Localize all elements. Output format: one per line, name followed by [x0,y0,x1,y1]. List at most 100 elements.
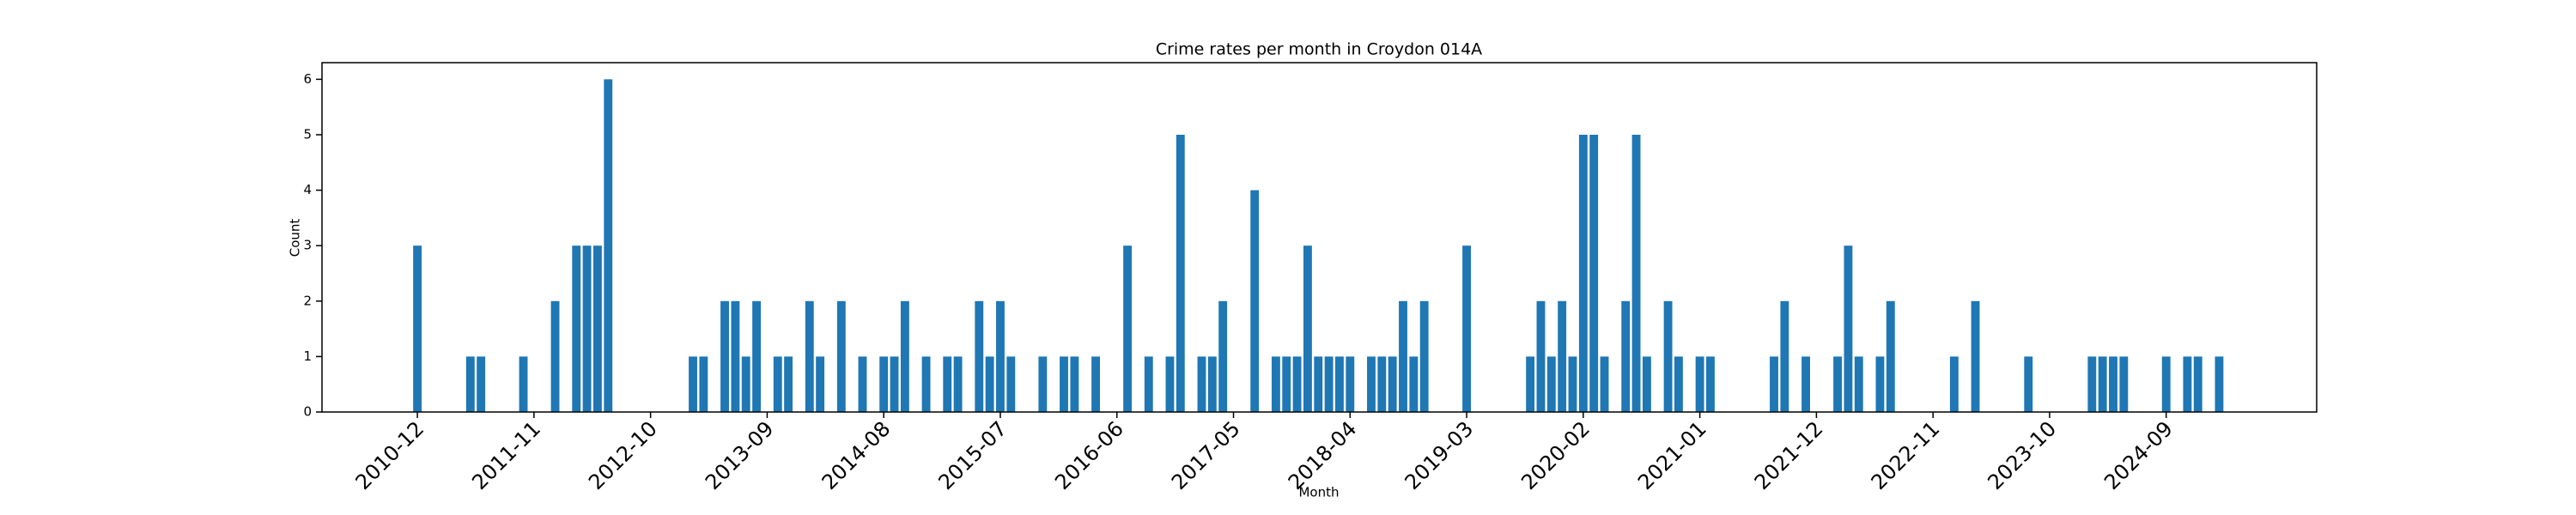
x-tick-label: 2012-10 [584,416,662,494]
y-tick-label: 2 [303,293,312,308]
bar [1780,300,1789,412]
bar [741,356,750,412]
bar [900,300,909,412]
bar [1600,356,1609,412]
bar [2119,356,2129,412]
plot-frame [321,62,2318,413]
bar [2161,356,2171,412]
bar [1706,356,1715,412]
y-tick-label: 0 [303,404,312,420]
bar [2087,356,2097,412]
bar [879,356,889,412]
bar [752,300,762,412]
bar [890,356,899,412]
x-tick-label: 2010-12 [351,416,429,494]
x-tick-label: 2011-11 [467,416,545,494]
bar [1271,356,1280,412]
bar [1346,356,1355,412]
x-tick-label: 2021-12 [1750,416,1828,494]
bar [1197,356,1206,412]
bar [975,300,984,412]
bar [805,300,814,412]
bar [1282,356,1291,412]
y-tick-label: 1 [303,348,312,364]
bar [1578,134,1588,412]
bar [1642,356,1651,412]
bar [1949,356,1959,412]
bar [1165,356,1175,412]
bar [1250,190,1260,413]
x-tick-label: 2019-03 [1400,416,1479,494]
bar [477,356,486,412]
y-axis-label: Count [288,219,303,258]
bar [1060,356,1068,412]
bar [1674,356,1683,412]
x-tick-label: 2020-02 [1516,416,1595,494]
bar [1546,356,1556,412]
bar [519,356,528,412]
x-tick-label: 2013-09 [701,416,779,494]
bar [2109,356,2117,412]
bar [1770,356,1778,412]
bar [1886,300,1895,412]
bar [1070,356,1079,412]
bar [604,79,613,412]
bar [413,245,422,412]
bar [1419,300,1429,412]
bar [1631,134,1641,412]
bar [1854,356,1863,412]
x-tick-label: 2018-04 [1284,416,1362,494]
bar [699,356,708,412]
bar [1324,356,1334,412]
x-tick-label: 2022-11 [1867,416,1945,494]
x-tick-label: 2017-05 [1167,416,1245,494]
bar [2193,356,2202,412]
bar [1844,245,1853,412]
bar [1399,300,1407,412]
bar [1218,300,1228,412]
bar [1303,245,1312,412]
bar [572,245,581,412]
bar [2098,356,2107,412]
x-tick-label: 2016-06 [1050,416,1128,494]
bar [773,356,782,412]
bar [1558,300,1567,412]
bar [1388,356,1397,412]
bar [731,300,740,412]
bar [1292,356,1302,412]
bar [2183,356,2192,412]
bar [858,356,867,412]
bar [1207,356,1217,412]
bar [996,300,1005,412]
bar [953,356,963,412]
bar [1663,300,1673,412]
bar [1971,300,1980,412]
y-tick-label: 4 [303,182,312,197]
bar [1801,356,1810,412]
bar [582,245,592,412]
bar [1006,356,1016,412]
x-tick-label: 2024-09 [2099,416,2178,494]
bar [1091,356,1100,412]
bar [816,356,825,412]
bar [1038,356,1048,412]
bar [1123,245,1133,412]
bar [1536,300,1546,412]
y-tick-label: 6 [303,71,312,87]
bar [2215,356,2224,412]
bar [1367,356,1376,412]
bar [1335,356,1344,412]
x-tick-label: 2023-10 [1983,416,2061,494]
bar [921,356,931,412]
bar [1176,134,1185,412]
bar [689,356,697,412]
y-tick-label: 3 [303,238,312,253]
bar [1462,245,1472,412]
y-tick-label: 5 [303,126,312,142]
bar [1409,356,1419,412]
bar [1621,300,1631,412]
bar [1377,356,1387,412]
bar [1589,134,1599,412]
x-axis-label: Month [1298,485,1339,500]
bar [465,356,475,412]
